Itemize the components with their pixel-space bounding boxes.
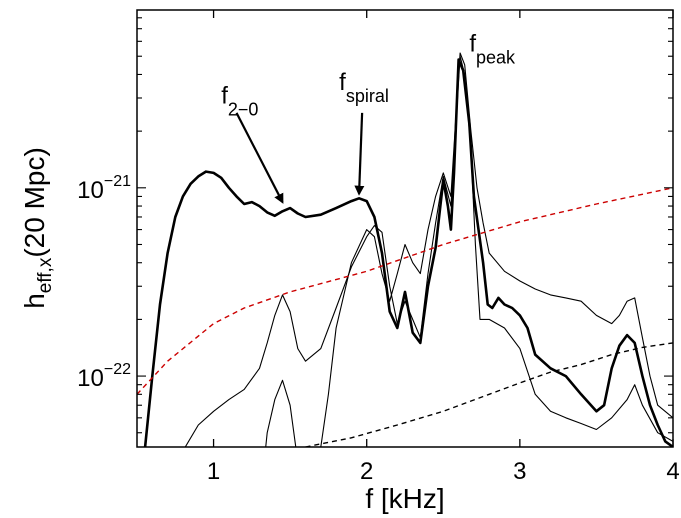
annotation-label-2: fpeak <box>469 30 516 67</box>
x-axis-label: f [kHz] <box>365 483 444 514</box>
annotation-label-0: f2−0 <box>221 83 258 120</box>
series-line-3 <box>137 187 673 395</box>
y-axis-label-sub: eff,x <box>35 257 56 293</box>
annotation-layer: f2−0 fspiral fpeak <box>221 30 516 204</box>
y-axis-label: heff,x(20 Mpc) <box>19 147 56 309</box>
annotation-arrow-0 <box>235 112 284 204</box>
series-line-0 <box>143 58 673 447</box>
x-tick-label: 4 <box>666 458 679 485</box>
series-layer <box>137 52 673 447</box>
x-tick-label: 1 <box>207 458 220 485</box>
series-line-1 <box>184 55 673 447</box>
series-line-4 <box>305 342 673 447</box>
plot-frame <box>136 9 674 448</box>
series-line-2 <box>265 52 673 447</box>
y-tick-label: 10−22 <box>77 361 131 392</box>
annotation-arrow-1 <box>354 112 365 196</box>
x-tick-label: 3 <box>513 458 526 485</box>
annotation-label-1: fspiral <box>339 69 389 106</box>
y-axis-label-suffix: (20 Mpc) <box>19 147 50 257</box>
y-axis-label-base: h <box>19 293 50 309</box>
y-tick-label: 10−21 <box>77 173 131 204</box>
axes-layer: 1 2 3 4 10−22 10−21 <box>77 9 680 485</box>
x-tick-label: 2 <box>360 458 373 485</box>
